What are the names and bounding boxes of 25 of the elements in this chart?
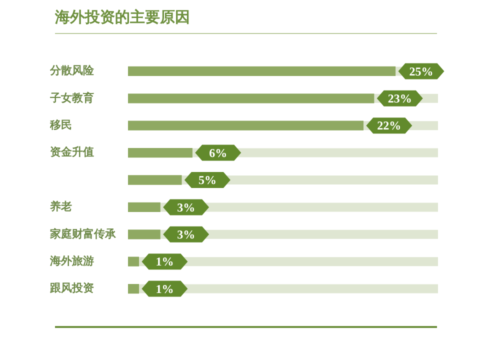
data-label: 1%: [156, 282, 174, 296]
chart-title: 海外投资的主要原因: [55, 8, 190, 27]
bar: [128, 66, 396, 76]
data-label: 23%: [388, 91, 412, 106]
y-tick-label: 分散风险: [49, 64, 95, 78]
y-tick-label: 养老: [49, 200, 72, 214]
y-tick-label: 海外旅游: [49, 254, 94, 268]
bar: [128, 202, 160, 212]
bar: [128, 230, 160, 240]
y-tick-label: 跟风投资: [49, 282, 94, 295]
data-label: 25%: [409, 64, 434, 78]
bar: [128, 175, 182, 185]
y-tick-label: 移民: [49, 118, 72, 132]
data-label: 3%: [177, 200, 196, 214]
data-label: 22%: [377, 118, 402, 133]
bar: [128, 284, 140, 294]
bar: [128, 256, 140, 266]
y-tick-label: 资金升值: [50, 146, 94, 159]
data-label: 1%: [156, 254, 174, 269]
y-tick-label: 子女教育: [49, 91, 94, 104]
data-label: 3%: [177, 227, 196, 242]
data-label: 5%: [198, 173, 216, 188]
bar: [128, 148, 192, 158]
y-tick-label: 家庭财富传承: [49, 227, 117, 240]
data-label: 6%: [209, 146, 228, 160]
